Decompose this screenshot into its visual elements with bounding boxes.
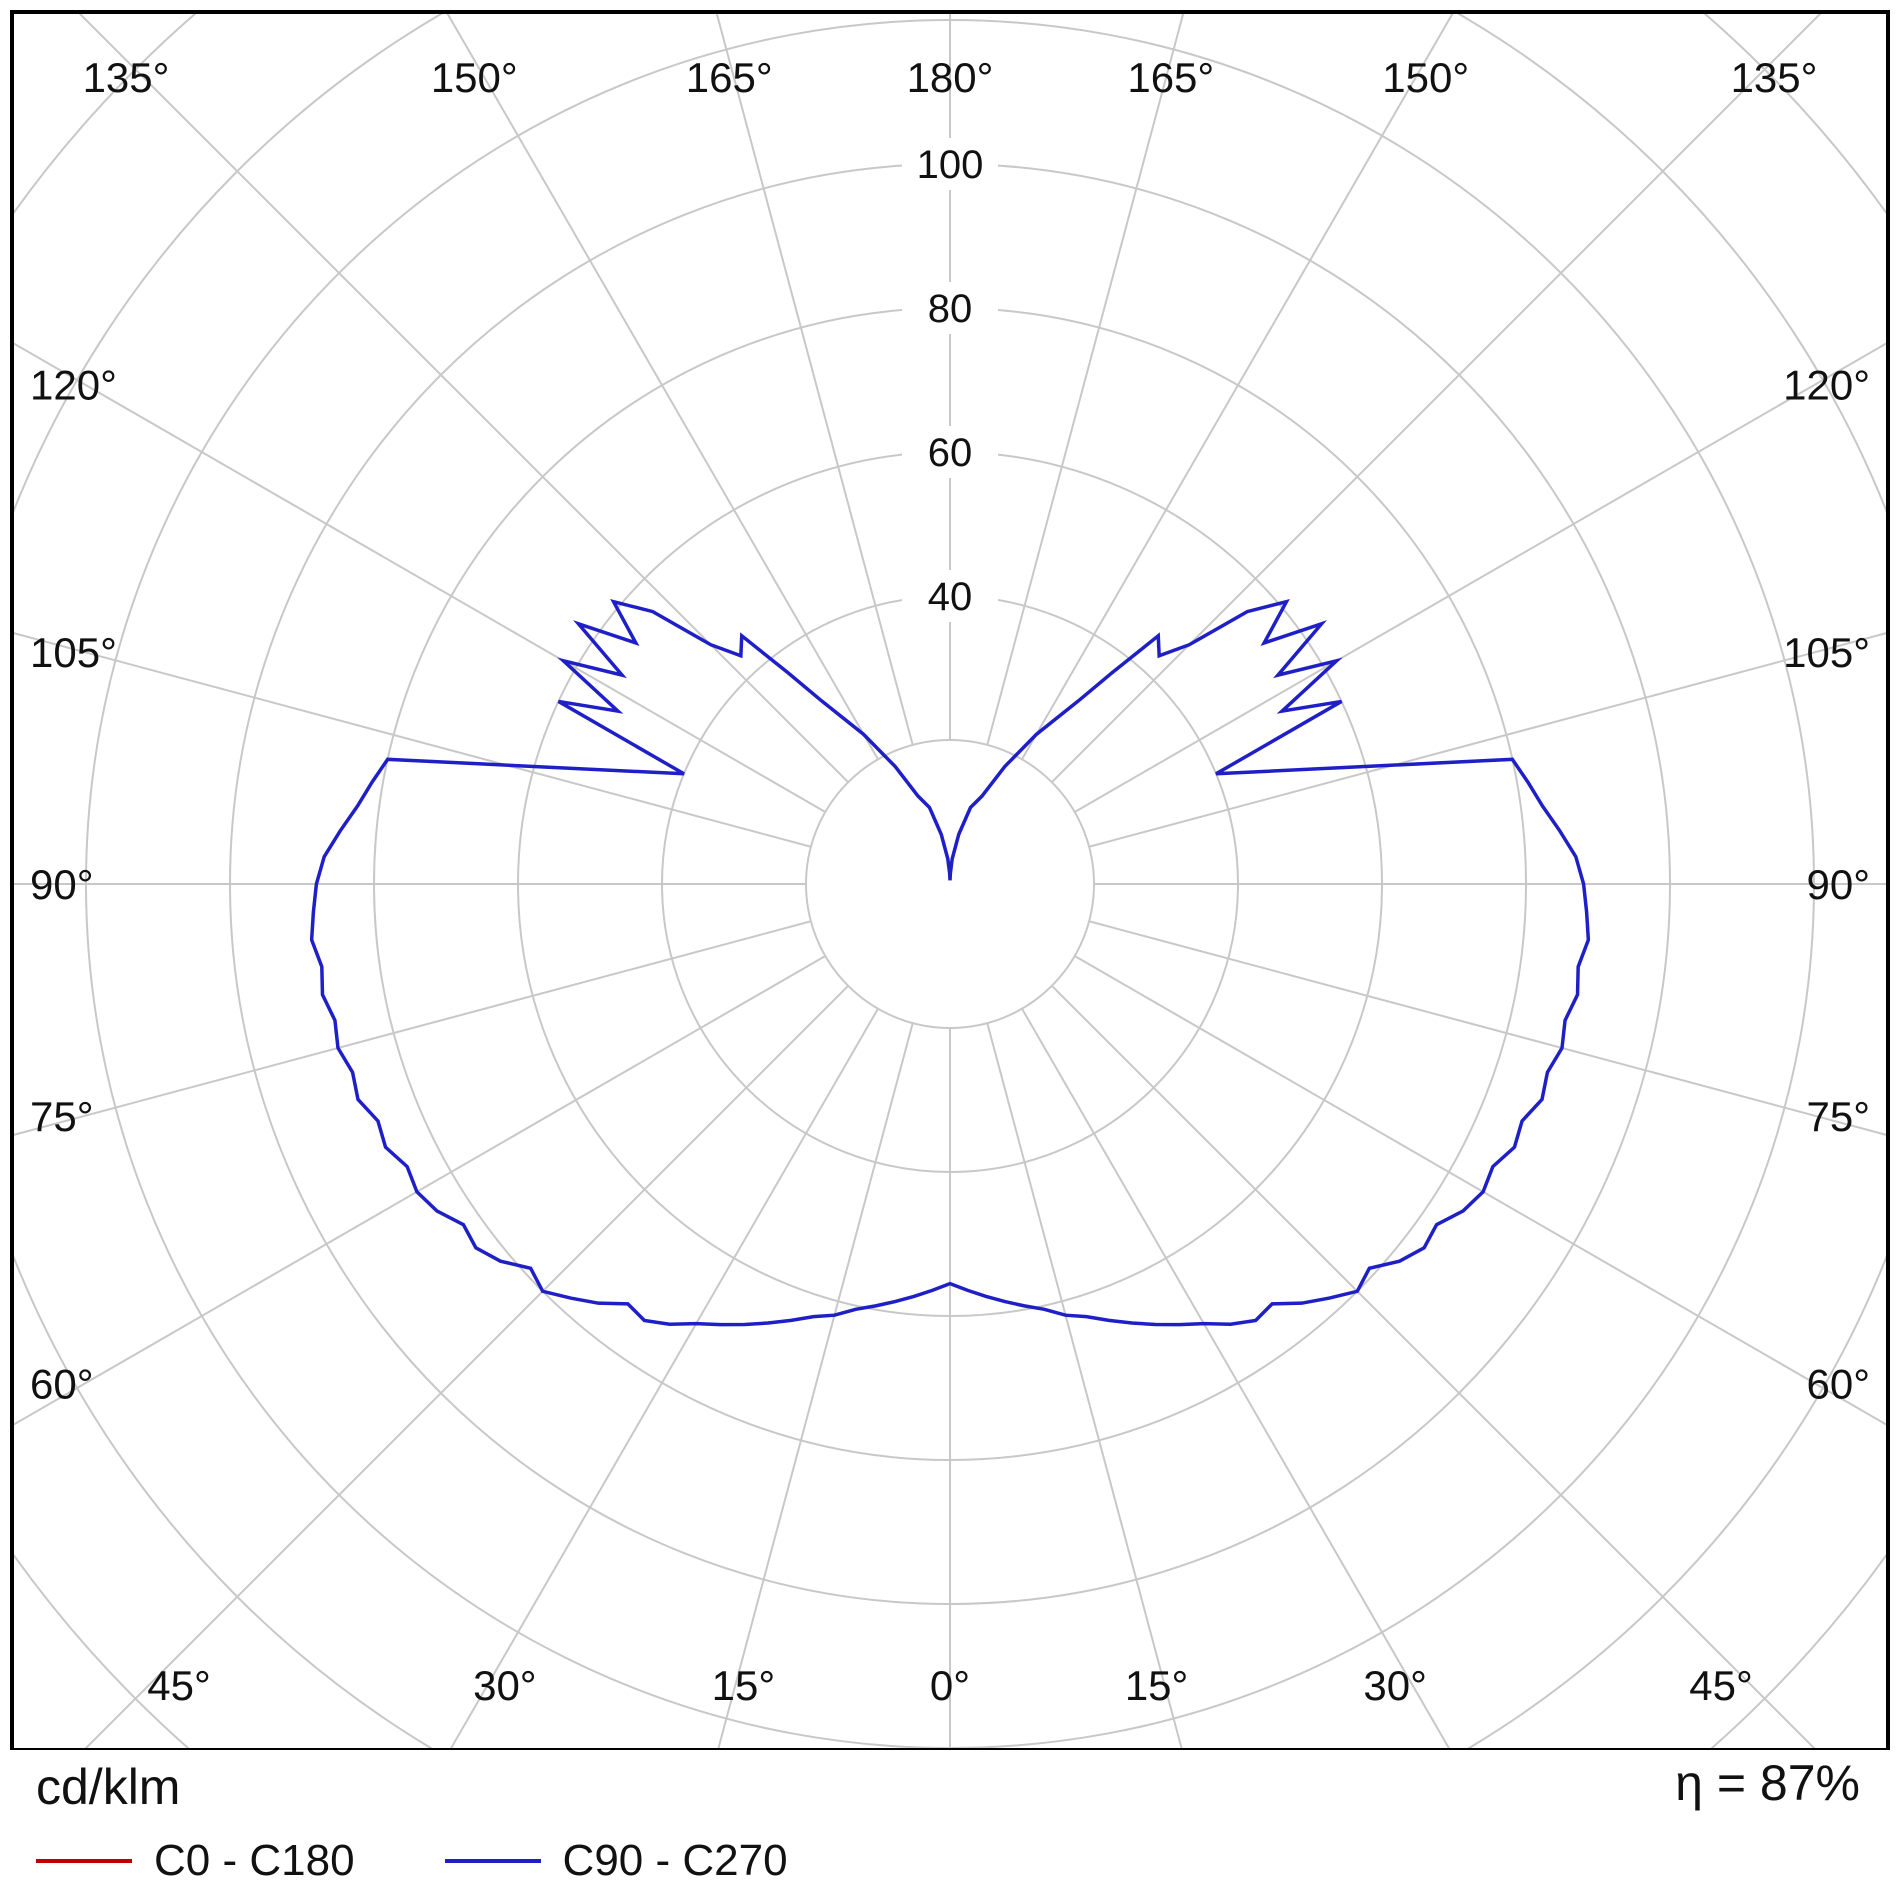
radial-tick-label: 60: [928, 431, 973, 475]
curve-C90-C270: [309, 599, 1591, 1327]
angle-label: 150°: [1382, 54, 1469, 101]
grid-spoke: [1088, 920, 1886, 1136]
angle-label: 60°: [30, 1360, 94, 1407]
grid-spoke: [1051, 14, 1822, 783]
legend-item-c90-c270: C90 - C270: [444, 1836, 788, 1886]
angle-label: 45°: [147, 1662, 211, 1709]
grid-spoke: [1088, 632, 1886, 848]
chart-footer: cd/klm η = 87% C0 - C180 C90 - C270: [0, 1750, 1900, 1900]
grid-spoke: [1021, 14, 1454, 760]
angle-label: 135°: [83, 54, 170, 101]
grid-spoke: [715, 14, 914, 746]
grid-spoke: [1051, 985, 1816, 1748]
grid-spoke: [986, 1022, 1183, 1748]
angle-label: 165°: [1127, 54, 1214, 101]
radial-tick-bg: [902, 426, 998, 478]
grid-spoke: [1074, 342, 1886, 813]
angle-label: 45°: [1689, 1662, 1753, 1709]
angle-label: 105°: [1783, 629, 1870, 676]
legend-label-c0-c180: C0 - C180: [154, 1836, 355, 1885]
angle-label: 150°: [431, 54, 518, 101]
legend-label-c90-c270: C90 - C270: [562, 1836, 788, 1885]
grid-spoke: [986, 14, 1185, 746]
radial-tick-label: 100: [917, 143, 984, 187]
plot-frame: [10, 10, 1890, 1750]
grid-spoke: [14, 955, 826, 1426]
grid-spoke: [450, 1008, 879, 1748]
angle-label: 120°: [1783, 362, 1870, 409]
radial-tick-label: 80: [928, 287, 973, 331]
angle-label: 135°: [1731, 54, 1818, 101]
efficiency-label: η = 87%: [1675, 1755, 1860, 1811]
angle-label: 120°: [30, 362, 117, 409]
grid-spoke: [1074, 955, 1886, 1426]
legend-swatch-c90-c270-icon: [444, 1859, 541, 1863]
angle-label: 75°: [30, 1093, 94, 1140]
grid-spoke: [1021, 1008, 1450, 1748]
angle-label: 0°: [930, 1662, 970, 1709]
angle-label: 30°: [1363, 1662, 1427, 1709]
angle-label: 15°: [1125, 1662, 1189, 1709]
angle-label: 15°: [712, 1662, 776, 1709]
angle-label: 165°: [686, 54, 773, 101]
polar-photometric-chart: 40 60 80 100 135° 150° 165° 180° 165° 150° 135° 120…: [10, 10, 1890, 1750]
grid-spoke: [446, 14, 879, 760]
grid-spoke: [14, 920, 812, 1136]
grid-spoke: [14, 632, 812, 848]
legend-item-c0-c180: C0 - C180: [36, 1836, 355, 1886]
grid-spoke: [14, 342, 826, 813]
radial-tick-bg: [902, 138, 998, 190]
angle-label: 30°: [473, 1662, 537, 1709]
angle-label: 75°: [1806, 1093, 1870, 1140]
units-label: cd/klm: [36, 1759, 181, 1815]
angle-label: 180°: [907, 54, 994, 101]
radial-tick-bg: [902, 282, 998, 334]
grid-spoke: [84, 985, 849, 1748]
angle-label: 90°: [1806, 861, 1870, 908]
legend-swatch-c0-c180-icon: [36, 1859, 132, 1863]
angle-label: 105°: [30, 629, 117, 676]
legend: C0 - C180 C90 - C270: [36, 1836, 788, 1886]
radial-tick-bg: [902, 570, 998, 622]
angle-label: 60°: [1806, 1360, 1870, 1407]
radial-tick-label: 40: [928, 575, 973, 619]
grid-spoke: [78, 14, 849, 783]
angle-label: 90°: [30, 861, 94, 908]
grid-spoke: [717, 1022, 914, 1748]
